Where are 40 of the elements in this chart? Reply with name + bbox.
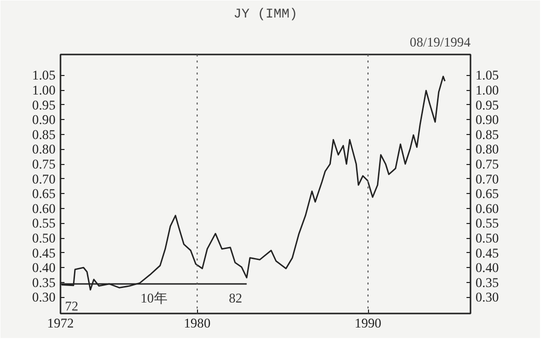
y2-tick-label: 1.05 [476, 68, 500, 83]
y2-tick-label: 0.35 [476, 274, 500, 290]
y2-tick-label: 0.30 [476, 290, 500, 305]
y-tick-label: 0.70 [32, 171, 56, 186]
chart-subtitle: 08/19/1994 [410, 34, 471, 50]
y-tick-label: 0.50 [32, 230, 56, 246]
y-tick-label: 0.40 [32, 260, 56, 276]
y-tick-label: 1.00 [32, 82, 56, 98]
y-tick-label: 0.35 [32, 274, 56, 290]
y2-tick-label: 1.00 [476, 82, 500, 98]
y2-tick-label: 0.95 [476, 97, 500, 112]
y-tick-label: 1.05 [32, 68, 56, 83]
y2-tick-label: 0.80 [476, 142, 500, 157]
y-tick-label: 0.45 [32, 245, 56, 260]
y2-tick-label: 0.75 [476, 156, 500, 172]
x-tick-label: 1980 [184, 316, 211, 330]
y2-tick-label: 0.60 [476, 200, 500, 216]
annotation: 72 [65, 298, 78, 314]
y-tick-label: 0.95 [32, 97, 56, 112]
annotation: 82 [228, 290, 242, 306]
y2-tick-label: 0.85 [476, 126, 500, 142]
y2-tick-label: 0.70 [476, 171, 500, 186]
y2-tick-label: 0.40 [476, 260, 500, 276]
y2-tick-label: 0.55 [476, 216, 500, 231]
y-tick-label: 0.60 [32, 200, 56, 216]
y-tick-label: 0.65 [32, 186, 56, 202]
x-tick-label: 1972 [47, 316, 74, 330]
x-tick-label: 1990 [354, 316, 382, 330]
y-tick-label: 0.30 [32, 290, 56, 305]
y2-tick-label: 0.90 [476, 112, 500, 128]
y-tick-label: 0.55 [32, 216, 56, 231]
y2-tick-label: 0.45 [476, 245, 500, 260]
y-tick-label: 0.80 [32, 142, 56, 157]
y-tick-label: 0.75 [32, 156, 56, 172]
y2-tick-label: 0.65 [476, 186, 500, 202]
y2-tick-label: 0.50 [476, 230, 500, 246]
y-tick-label: 0.90 [32, 112, 56, 128]
y-tick-label: 0.85 [32, 126, 56, 142]
annotation: 10年 [140, 290, 167, 306]
chart-title: JY (IMM) [234, 8, 298, 22]
